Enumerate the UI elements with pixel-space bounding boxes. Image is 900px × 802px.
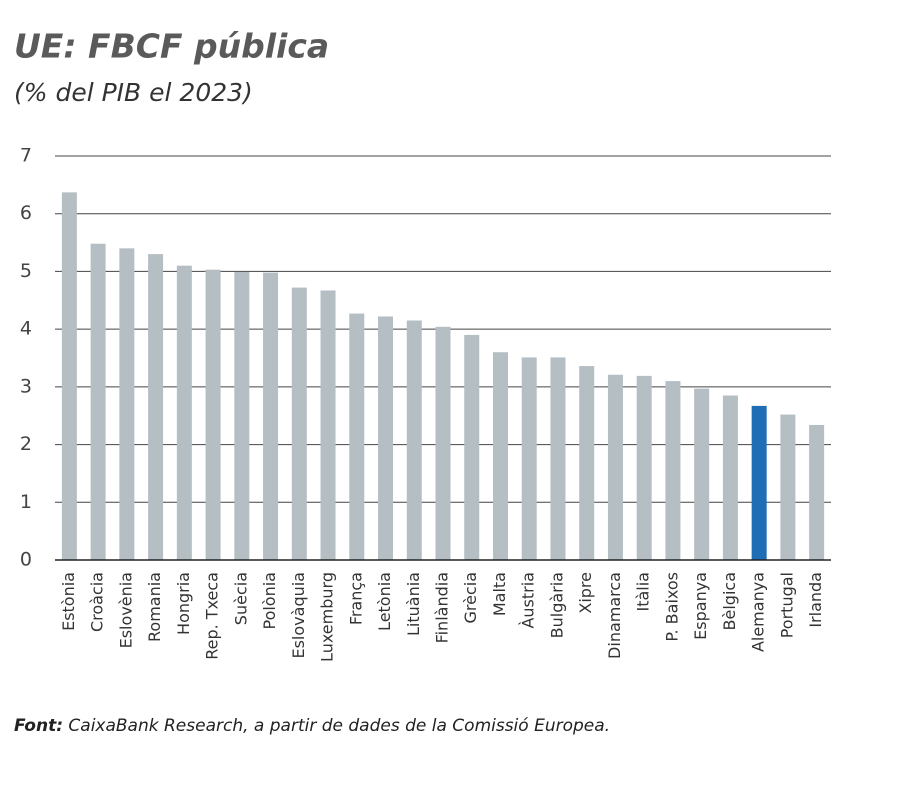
x-tick-label: Itàlia: [634, 572, 653, 612]
bar: [263, 272, 279, 560]
x-tick-label: Letònia: [375, 572, 394, 631]
source-label: Font:: [14, 716, 63, 736]
bar: [607, 374, 623, 560]
x-tick-label: Suècia: [231, 572, 250, 625]
x-tick-label: Portugal: [777, 572, 796, 638]
x-tick-label: Xipre: [576, 572, 595, 614]
bar: [61, 192, 77, 561]
bar: [464, 334, 480, 560]
y-tick-label: 3: [20, 375, 32, 397]
y-tick-label: 5: [20, 260, 32, 282]
y-tick-label: 2: [20, 433, 32, 455]
x-tick-label: Bèlgica: [720, 572, 739, 630]
bar: [722, 395, 738, 560]
x-tick-label: Croàcia: [88, 572, 107, 632]
bar: [378, 316, 394, 560]
x-tick-label: Rep. Txeca: [203, 572, 222, 660]
bar: [119, 248, 135, 561]
x-tick-label: Alemanya: [749, 572, 768, 652]
x-tick-label: Àustria: [519, 572, 538, 629]
y-tick-label: 6: [20, 202, 32, 224]
y-tick-label: 0: [20, 549, 32, 571]
x-tick-label: P. Baixos: [662, 572, 681, 642]
source-text: CaixaBank Research, a partir de dades de…: [68, 716, 610, 736]
bar: [809, 424, 825, 560]
bar: [320, 290, 336, 560]
x-tick-label: Hongria: [174, 572, 193, 635]
bar: [492, 352, 508, 560]
bar: [521, 357, 537, 560]
chart-subtitle: (% del PIB el 2023): [14, 78, 253, 107]
x-tick-label: Grècia: [461, 572, 480, 624]
bar: [694, 388, 710, 560]
bar: [234, 272, 250, 560]
x-tick-label: Malta: [490, 572, 509, 616]
bar: [406, 320, 422, 560]
bar: [291, 287, 307, 560]
x-tick-label: Estònia: [59, 572, 78, 631]
y-tick-label: 4: [20, 318, 32, 340]
bar: [780, 414, 796, 560]
chart-title: UE: FBCF pública: [14, 27, 329, 66]
bar: [148, 254, 164, 560]
bar: [665, 381, 681, 560]
y-tick-label: 1: [20, 491, 32, 513]
x-tick-label: Lituània: [404, 572, 423, 636]
x-tick-label: Eslovènia: [116, 572, 135, 648]
x-tick-label: Espanya: [691, 572, 710, 640]
x-tick-label: Luxemburg: [318, 572, 337, 662]
x-tick-label: Eslovàquia: [289, 572, 308, 659]
x-tick-label: Finlàndia: [433, 572, 452, 643]
bar: [636, 375, 652, 560]
x-tick-label: Dinamarca: [605, 572, 624, 659]
bar: [435, 326, 451, 560]
bar: [751, 405, 767, 560]
x-tick-label: Polònia: [260, 572, 279, 630]
bar: [579, 366, 595, 560]
x-tick-label: França: [346, 572, 365, 625]
bar: [176, 265, 192, 560]
y-tick-label: 7: [20, 145, 32, 167]
source: Font: CaixaBank Research, a partir de da…: [14, 716, 610, 736]
x-tick-label: Irlanda: [806, 572, 825, 628]
x-tick-label: Romania: [145, 572, 164, 642]
bar: [205, 269, 221, 560]
bar: [550, 357, 566, 560]
x-tick-label: Bulgària: [547, 572, 566, 638]
bar: [90, 243, 106, 560]
bar: [349, 313, 365, 560]
